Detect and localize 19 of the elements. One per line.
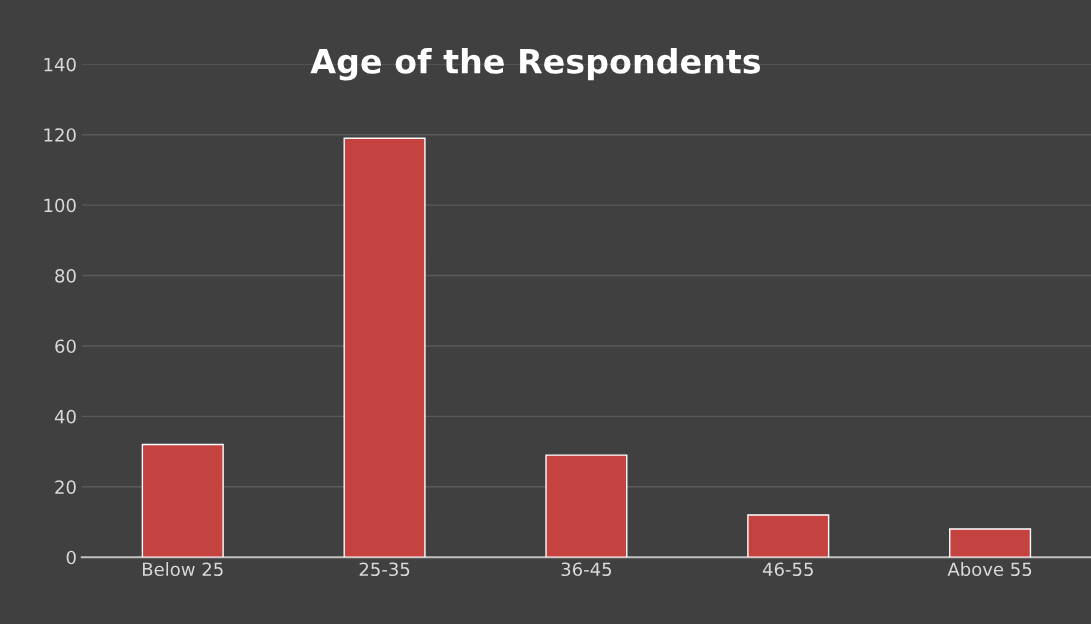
y-tick-label: 120 (44, 128, 76, 142)
x-tick-label: Below 25 (142, 562, 223, 577)
y-tick-label: 80 (55, 269, 76, 283)
bar (141, 443, 224, 558)
y-tick-label: 20 (55, 480, 76, 494)
x-tick-label: 25-35 (359, 562, 410, 577)
y-tick-label: 100 (44, 198, 76, 213)
bar (747, 514, 830, 558)
x-tick-label: Above 55 (947, 562, 1032, 577)
y-tick-label: 0 (66, 550, 76, 565)
chart-title: Age of the Respondents (310, 48, 761, 81)
x-tick-label: 46-55 (762, 562, 813, 577)
y-tick-label: 60 (55, 339, 76, 354)
y-tick-label: 140 (44, 57, 76, 72)
bar (343, 137, 426, 558)
bar (949, 528, 1032, 558)
x-tick-label: 36-45 (561, 562, 612, 577)
y-tick-label: 40 (54, 409, 76, 424)
bar (545, 454, 628, 558)
